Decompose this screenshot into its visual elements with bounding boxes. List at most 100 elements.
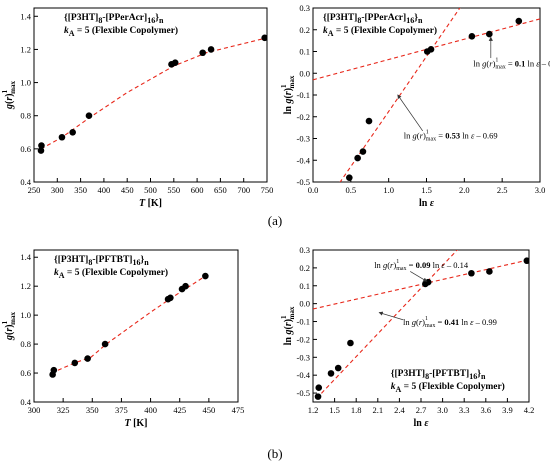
x-tick-label: 2.7	[416, 405, 427, 415]
plot-area	[313, 250, 529, 400]
x-axis-label: ln ε	[414, 418, 430, 429]
chart-subtitle: {[P3HT]8-[PFTBT]16}n	[54, 255, 149, 267]
data-point	[346, 174, 353, 181]
data-point	[354, 154, 361, 162]
x-tick-label: 700	[237, 185, 250, 195]
data-point	[359, 148, 367, 155]
chart-subtitle: {[P3HT]8-[PPerAcr]16}n	[323, 13, 423, 25]
y-tick-label: 0.3	[299, 3, 310, 13]
y-axis-label: g(r)1max	[1, 81, 17, 110]
y-axis-label: ln g(r)1max	[280, 306, 296, 345]
y-tick-label: 1.2	[20, 281, 31, 291]
x-tick-label: 3.3	[459, 405, 470, 415]
x-tick-label: 3.6	[480, 405, 491, 415]
y-tick-label: 0.2	[299, 263, 310, 273]
chart-b-left: 300 325 350 375 400 425 450 475 0.4 0.6 0.8 1.0 1.2 1…	[1, 249, 245, 429]
data-point	[424, 278, 432, 286]
y-tick-label: 0.3	[299, 245, 310, 255]
x-tick-label: 2.4	[394, 405, 405, 415]
plot-area	[49, 272, 209, 378]
chart-a-right: 0.0 0.5 1.0 1.5 2.0 2.5 3.0 -0.5 -0.4 -0.3 -0.2 -0.…	[280, 3, 550, 209]
data-point	[84, 355, 91, 362]
x-tick-label: 450	[121, 185, 134, 195]
x-tick-label: 400	[98, 185, 111, 195]
x-tick-label: 375	[115, 405, 128, 415]
x-axis-label: T [K]	[139, 198, 162, 209]
chart-subtitle: {[P3HT]8-[PFTBT]16}n	[391, 369, 486, 381]
y-tick-label: -0.3	[297, 134, 310, 144]
data-point	[347, 339, 354, 347]
x-tick-label: 325	[57, 405, 70, 415]
x-tick-label: 500	[144, 185, 157, 195]
fit-equation-label: ln g(r)1 max = 0.41 ln ε – 0.99	[403, 316, 497, 329]
data-point	[182, 282, 189, 290]
x-tick-label: 4.2	[524, 405, 535, 415]
y-tick-label: 1.4	[20, 252, 31, 262]
x-tick-label: 0.5	[346, 185, 357, 195]
chart-subtitle: {[P3HT]8-[PPerAcr]16}n	[64, 13, 164, 25]
chart-subtitle-line2: kA = 5 (Flexible Copolymer)	[391, 381, 505, 394]
y-tick-label: 1.0	[20, 310, 31, 320]
y-tick-label: -0.3	[297, 352, 310, 362]
y-tick-label: -0.2	[297, 334, 310, 344]
x-tick-label: 400	[144, 405, 157, 415]
x-tick-label: 1.8	[351, 405, 362, 415]
fit-equation-label: ln g(r)1max = 0.1 ln ε – 0.05	[473, 58, 550, 71]
data-point	[334, 364, 342, 372]
annotation-arrow	[378, 311, 404, 321]
y-tick-label: 0.8	[20, 339, 31, 349]
plot-area	[37, 34, 267, 154]
x-tick-label: 300	[51, 185, 64, 195]
data-point	[207, 46, 215, 53]
y-tick-label: -0.5	[297, 177, 310, 187]
data-point	[486, 30, 493, 38]
y-tick-label: -0.1	[297, 90, 310, 100]
chart-b-right: 1.2 1.5 1.8 2.1 2.4 2.7 3.0 3.3 3.6 3.9 4.2 -0.5 -0.…	[280, 245, 534, 429]
panel-label-a: (a)	[268, 213, 282, 228]
fit-equation-label: ln g(r)1 max = 0.53 ln ε – 0.69	[404, 130, 498, 143]
plot-frame	[33, 249, 239, 403]
fit-line	[313, 259, 529, 310]
y-tick-label: 0.0	[299, 299, 310, 309]
data-point	[327, 370, 335, 377]
y-tick-label: 0.6	[20, 368, 31, 378]
data-point	[171, 59, 179, 66]
x-tick-label: 550	[167, 185, 180, 195]
data-point	[315, 384, 323, 391]
data-point	[50, 366, 58, 374]
x-tick-label: 1.5	[421, 185, 432, 195]
x-axis-label: T [K]	[124, 418, 147, 429]
annotation-arrow	[397, 94, 424, 132]
data-point	[515, 17, 523, 25]
y-tick-label: 1.0	[20, 78, 31, 88]
x-tick-label: 3.0	[437, 405, 448, 415]
x-tick-label: 2.5	[497, 185, 508, 195]
data-point	[101, 340, 109, 348]
y-tick-label: 0.1	[299, 47, 310, 57]
chart-subtitle-line2: kA = 5 (Flexible Copolymer)	[323, 25, 437, 38]
y-tick-label: 0.1	[299, 281, 310, 291]
x-axis-label: ln ε	[419, 198, 435, 209]
x-tick-label: 0.0	[308, 185, 319, 195]
y-tick-label: 0.6	[20, 144, 31, 154]
x-tick-label: 3.9	[502, 405, 513, 415]
data-point	[85, 112, 93, 120]
x-tick-label: 350	[74, 185, 87, 195]
y-tick-label: 1.4	[20, 11, 31, 21]
y-tick-label: -0.2	[297, 112, 310, 122]
x-tick-label: 425	[173, 405, 186, 415]
data-point	[202, 272, 209, 280]
data-point	[486, 268, 493, 275]
x-tick-label: 3.0	[535, 185, 546, 195]
data-point	[58, 133, 66, 141]
chart-a-left: 250 300 350 400 450 500 550 600 650 700 750 0.4 0.6 0…	[1, 7, 273, 209]
x-tick-label: 650	[214, 185, 227, 195]
data-point	[37, 147, 45, 154]
x-tick-label: 2.0	[459, 185, 470, 195]
x-tick-label: 475	[232, 405, 245, 415]
y-tick-label: 0.4	[20, 397, 31, 407]
x-tick-label: 1.5	[329, 405, 340, 415]
data-point	[199, 49, 206, 57]
chart-subtitle-line2: kA = 5 (Flexible Copolymer)	[64, 25, 178, 38]
